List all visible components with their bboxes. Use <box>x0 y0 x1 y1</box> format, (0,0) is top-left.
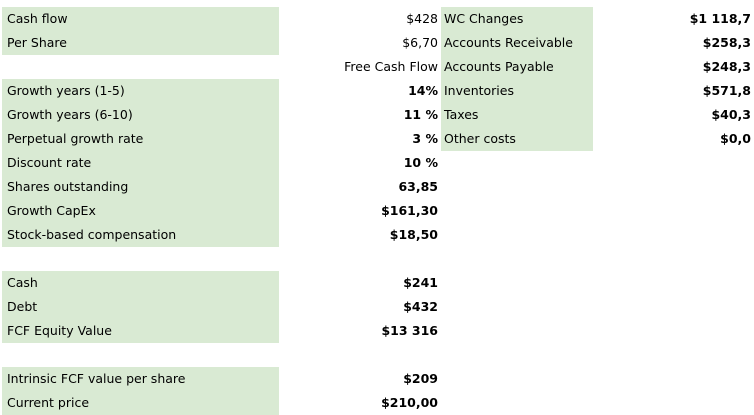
table-row: Per Share $6,70 Accounts Receivable $258,3 <box>0 31 754 55</box>
row-label-cell[interactable]: Growth years (6-10) <box>2 103 279 127</box>
row-label-cell[interactable] <box>2 343 279 367</box>
wc-value-cell[interactable] <box>593 391 754 415</box>
table-row: Discount rate 10 % <box>0 151 754 175</box>
wc-value-cell[interactable] <box>593 223 754 247</box>
row-label-cell[interactable]: Growth CapEx <box>2 199 279 223</box>
wc-value-cell[interactable] <box>593 199 754 223</box>
wc-label-cell[interactable] <box>441 295 593 319</box>
row-value-cell[interactable]: $18,50 <box>389 227 438 242</box>
wc-label-cell[interactable]: Accounts Payable <box>441 55 593 79</box>
wc-value-cell[interactable]: $258,3 <box>702 35 751 50</box>
wc-label-cell[interactable]: Taxes <box>441 103 593 127</box>
table-row: Growth CapEx $161,30 <box>0 199 754 223</box>
row-value-cell[interactable]: $13 316 <box>381 323 438 338</box>
wc-label-cell[interactable] <box>441 271 593 295</box>
wc-value-cell[interactable] <box>593 151 754 175</box>
wc-label-cell[interactable]: WC Changes <box>441 7 593 31</box>
row-value-cell[interactable]: $432 <box>403 299 438 314</box>
table-row: Growth years (1-5) 14% Inventories $571,8 <box>0 79 754 103</box>
table-row: Free Cash Flow Accounts Payable $248,3 <box>0 55 754 79</box>
wc-value-cell[interactable] <box>593 247 754 271</box>
table-row: FCF Equity Value $13 316 <box>0 319 754 343</box>
wc-value-cell[interactable]: $40,3 <box>711 107 751 122</box>
row-value-cell[interactable]: Free Cash Flow <box>344 59 438 74</box>
row-label-cell[interactable]: Debt <box>2 295 279 319</box>
wc-value-cell[interactable] <box>593 175 754 199</box>
row-label-cell[interactable] <box>2 55 279 79</box>
row-value-cell[interactable]: 11 % <box>403 107 438 122</box>
table-row: Growth years (6-10) 11 % Taxes $40,3 <box>0 103 754 127</box>
wc-value-cell[interactable]: $0,0 <box>720 131 751 146</box>
row-label-cell[interactable] <box>2 247 279 271</box>
wc-label-cell[interactable] <box>441 199 593 223</box>
table-row: Cash $241 <box>0 271 754 295</box>
row-value-cell[interactable]: $209 <box>403 371 438 386</box>
table-row: Debt $432 <box>0 295 754 319</box>
wc-value-cell[interactable]: $571,8 <box>702 83 751 98</box>
wc-label-cell[interactable] <box>441 391 593 415</box>
row-value-cell[interactable]: 3 % <box>412 131 438 146</box>
wc-label-cell[interactable] <box>441 247 593 271</box>
wc-value-cell[interactable]: $1 118,7 <box>689 11 751 26</box>
wc-label-cell[interactable]: Other costs <box>441 127 593 151</box>
table-row: Intrinsic FCF value per share $209 <box>0 367 754 391</box>
row-value-cell[interactable]: $210,00 <box>381 395 438 410</box>
table-row <box>0 247 754 271</box>
row-value-cell[interactable]: 10 % <box>403 155 438 170</box>
table-row: Perpetual growth rate 3 % Other costs $0,0 <box>0 127 754 151</box>
wc-value-cell[interactable] <box>593 343 754 367</box>
table-row: Cash flow $428 WC Changes $1 118,7 <box>0 7 754 31</box>
wc-label-cell[interactable]: Inventories <box>441 79 593 103</box>
wc-value-cell[interactable] <box>593 295 754 319</box>
wc-value-cell[interactable] <box>593 319 754 343</box>
row-label-cell[interactable]: Perpetual growth rate <box>2 127 279 151</box>
table-row <box>0 343 754 367</box>
wc-label-cell[interactable] <box>441 367 593 391</box>
table-row: Stock-based compensation $18,50 <box>0 223 754 247</box>
wc-label-cell[interactable] <box>441 319 593 343</box>
wc-label-cell[interactable]: Accounts Receivable <box>441 31 593 55</box>
row-label-cell[interactable]: Shares outstanding <box>2 175 279 199</box>
row-value-cell[interactable] <box>279 343 441 367</box>
wc-label-cell[interactable] <box>441 223 593 247</box>
table-row: Current price $210,00 <box>0 391 754 415</box>
row-label-cell[interactable]: Growth years (1-5) <box>2 79 279 103</box>
row-value-cell[interactable]: 63,85 <box>398 179 438 194</box>
row-label-cell[interactable]: FCF Equity Value <box>2 319 279 343</box>
wc-value-cell[interactable] <box>593 367 754 391</box>
wc-label-cell[interactable] <box>441 343 593 367</box>
row-label-cell[interactable]: Cash flow <box>2 7 279 31</box>
wc-label-cell[interactable] <box>441 151 593 175</box>
row-label-cell[interactable]: Per Share <box>2 31 279 55</box>
row-value-cell[interactable]: $6,70 <box>402 35 438 50</box>
row-label-cell[interactable]: Cash <box>2 271 279 295</box>
row-value-cell[interactable]: $161,30 <box>381 203 438 218</box>
row-value-cell[interactable]: $241 <box>403 275 438 290</box>
wc-value-cell[interactable] <box>593 271 754 295</box>
wc-value-cell[interactable]: $248,3 <box>702 59 751 74</box>
row-label-cell[interactable]: Stock-based compensation <box>2 223 279 247</box>
row-label-cell[interactable]: Intrinsic FCF value per share <box>2 367 279 391</box>
row-value-cell[interactable]: $428 <box>406 11 438 26</box>
row-value-cell[interactable] <box>279 247 441 271</box>
row-value-cell[interactable]: 14% <box>408 83 438 98</box>
wc-label-cell[interactable] <box>441 175 593 199</box>
row-label-cell[interactable]: Current price <box>2 391 279 415</box>
table-row: Shares outstanding 63,85 <box>0 175 754 199</box>
row-label-cell[interactable]: Discount rate <box>2 151 279 175</box>
